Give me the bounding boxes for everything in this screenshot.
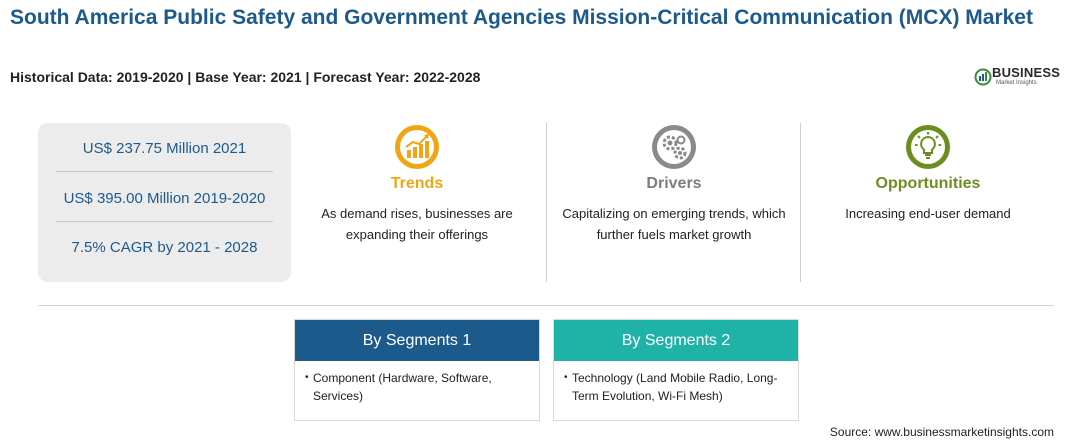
logo-globe-icon (974, 68, 992, 86)
opportunities-text: Increasing end-user demand (845, 206, 1011, 221)
stat-market-value-2021: US$ 237.75 Million 2021 (82, 140, 247, 157)
bullet-icon: • (305, 372, 309, 383)
section-divider (38, 305, 1054, 306)
business-market-insights-logo[interactable]: BUSINESS Market Insights (974, 65, 1074, 91)
trends-column: Trends As demand rises, businesses are e… (292, 123, 542, 245)
stat-market-value-historical: US$ 395.00 Million 2019-2020 (63, 190, 266, 207)
opportunities-heading: Opportunities (875, 175, 981, 192)
column-divider (800, 123, 801, 282)
page-subtitle: Historical Data: 2019-2020 | Base Year: … (10, 69, 481, 85)
segment-card-1: By Segments 1 • Component (Hardware, Sof… (294, 319, 540, 421)
segment-2-body: • Technology (Land Mobile Radio, Long-Te… (554, 361, 798, 405)
trends-text: As demand rises, businesses are expandin… (321, 206, 513, 242)
drivers-column: Drivers Capitalizing on emerging trends,… (549, 123, 799, 245)
segment-2-title: By Segments 2 (554, 320, 798, 361)
drivers-heading: Drivers (646, 175, 702, 192)
source-credit: Source: www.businessmarketinsights.com (829, 425, 1054, 439)
stat-divider (56, 171, 273, 172)
stat-cagr: 7.5% CAGR by 2021 - 2028 (71, 239, 258, 256)
gears-icon (652, 125, 696, 169)
bullet-icon: • (564, 372, 568, 383)
segment-1-title: By Segments 1 (295, 320, 539, 361)
segment-1-body: • Component (Hardware, Software, Service… (295, 361, 539, 405)
segment-2-item: Technology (Land Mobile Radio, Long-Term… (572, 371, 778, 403)
drivers-text: Capitalizing on emerging trends, which f… (562, 206, 786, 242)
rising-chart-icon (395, 125, 439, 169)
segment-1-item: Component (Hardware, Software, Services) (313, 371, 492, 403)
logo-name: BUSINESS (992, 65, 1061, 80)
lightbulb-icon (906, 125, 950, 169)
opportunities-column: Opportunities Increasing end-user demand (803, 123, 1053, 224)
segment-card-2: By Segments 2 • Technology (Land Mobile … (553, 319, 799, 421)
trends-heading: Trends (390, 175, 444, 192)
column-divider (546, 123, 547, 282)
logo-tagline: Market Insights (996, 80, 1037, 86)
stat-divider (56, 221, 273, 222)
market-stats-panel: US$ 237.75 Million 2021 US$ 395.00 Milli… (38, 123, 291, 282)
page-title: South America Public Safety and Governme… (10, 6, 1033, 29)
